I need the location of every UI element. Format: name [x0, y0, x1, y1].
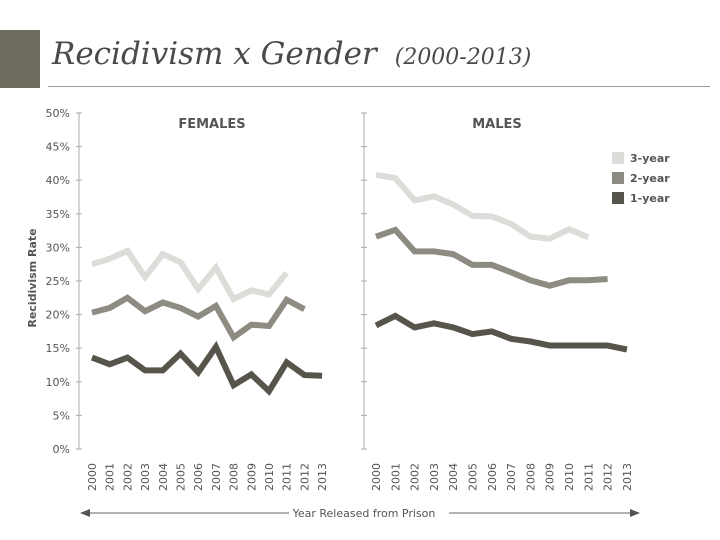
legend-label-1-year: 1-year [630, 192, 670, 205]
series-line-males-3-year [375, 171, 590, 242]
x-tick-label: 2007 [210, 463, 223, 491]
x-tick-label: 2001 [104, 463, 117, 491]
legend-swatch-2-year [612, 172, 624, 184]
x-tick-label: 2008 [228, 463, 241, 491]
y-tick-label: 35% [46, 208, 70, 221]
y-tick-label: 30% [46, 241, 70, 254]
y-axis-label: Recidivism Rate [26, 228, 39, 327]
x-axis-arrow-left-icon [80, 509, 90, 517]
legend-swatch-1-year [612, 192, 624, 204]
panel-males: MALES 2000 2001 2002 2003 2004 2005 2006 2007 200… [370, 117, 634, 491]
legend-label-3-year: 3-year [630, 152, 670, 165]
x-axis-label-bg [289, 504, 449, 522]
y-axis: 0% 5% 10% 15% 20% 25% 30% 35% 40% 45% 50% [46, 107, 70, 456]
x-tick-label: 2001 [389, 463, 402, 491]
x-tick-label: 2004 [157, 463, 170, 491]
x-tick-label: 2007 [505, 463, 518, 491]
legend-label-2-year: 2-year [630, 172, 670, 185]
page-title: Recidivism x Gender [52, 36, 377, 72]
title-divider [48, 86, 710, 87]
title-block: Recidivism x Gender (2000-2013) [52, 36, 531, 82]
x-tick-label: 2008 [524, 463, 537, 491]
series-line-males-1-year [374, 312, 628, 353]
y-tick-label: 10% [46, 376, 70, 389]
series-line-females-2-year [91, 294, 306, 342]
series-line-males-2-year [375, 226, 608, 289]
y-tick-label: 15% [46, 342, 70, 355]
y-tick-label: 5% [53, 409, 70, 422]
x-tick-label: 2006 [192, 463, 205, 491]
y-tick-label: 45% [46, 141, 70, 154]
x-tick-label: 2002 [409, 463, 422, 491]
x-tick-label: 2002 [121, 463, 134, 491]
series-line-females-3-year [91, 247, 290, 304]
x-tick-label: 2005 [175, 463, 188, 491]
panel-females: FEMALES 2000 2001 2002 2003 2004 2005 2006 2007 2… [86, 117, 329, 491]
panel-title-males: MALES [472, 117, 522, 132]
x-tick-label: 2000 [86, 463, 99, 491]
x-tick-label: 2010 [563, 463, 576, 491]
axis-lines [76, 112, 367, 450]
x-tick-label: 2009 [544, 463, 557, 491]
legend: 3-year 2-year 1-year [612, 152, 670, 205]
x-axis-label: Year Released from Prison [292, 507, 436, 520]
x-tick-label: 2004 [447, 463, 460, 491]
x-tick-label: 2011 [582, 463, 595, 491]
x-tick-label: 2009 [245, 463, 258, 491]
x-tick-label: 2012 [602, 463, 615, 491]
x-tick-label: 2013 [316, 463, 329, 491]
series-line-females-1-year [90, 340, 323, 396]
x-tick-label: 2012 [298, 463, 311, 491]
chart-panels: FEMALES 2000 2001 2002 2003 2004 2005 2006 2007 2… [86, 117, 634, 491]
panel-title-females: FEMALES [178, 117, 245, 132]
x-tick-label: 2010 [263, 463, 276, 491]
x-tick-label: 2013 [621, 463, 634, 491]
title-accent-bar [0, 30, 40, 88]
x-tick-label: 2005 [467, 463, 480, 491]
x-axis-label-group: Year Released from Prison [80, 504, 640, 522]
y-tick-label: 20% [46, 309, 70, 322]
page-subtitle: (2000-2013) [394, 45, 532, 70]
y-tick-label: 50% [46, 107, 70, 120]
y-tick-label: 0% [53, 443, 70, 456]
x-axis-arrow-right-icon [630, 509, 640, 517]
x-tick-label: 2003 [428, 463, 441, 491]
x-tick-label: 2003 [139, 463, 152, 491]
legend-swatch-3-year [612, 152, 624, 164]
x-tick-label: 2006 [486, 463, 499, 491]
y-tick-label: 25% [46, 275, 70, 288]
x-tick-label: 2011 [281, 463, 294, 491]
x-tick-label: 2000 [370, 463, 383, 491]
y-tick-label: 40% [46, 174, 70, 187]
